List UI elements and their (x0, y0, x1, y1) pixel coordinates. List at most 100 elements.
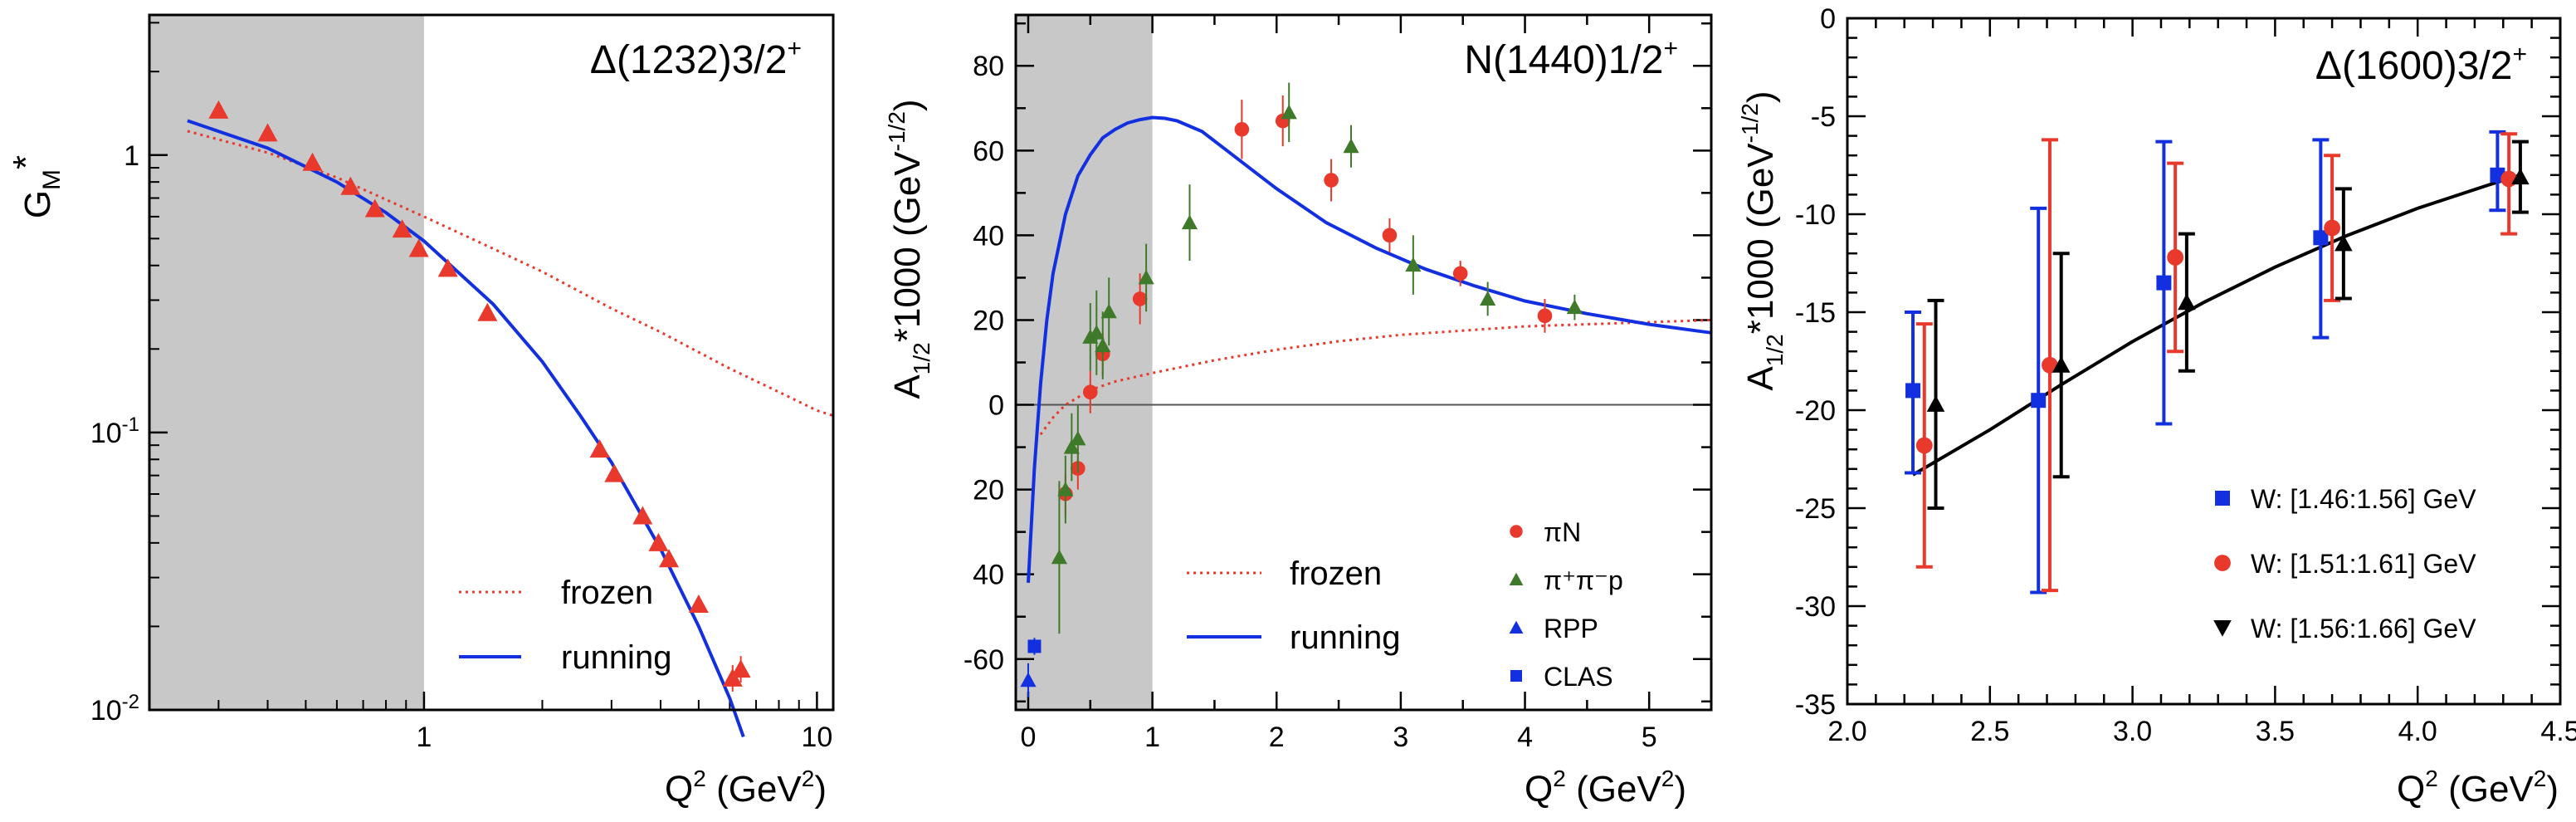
data-point (659, 549, 680, 568)
x-tick-label: 1 (416, 722, 432, 753)
plot-frame (1846, 17, 2562, 706)
data-point (1070, 430, 1086, 446)
x-axis-label: Q2 (GeV2) (1525, 766, 1686, 810)
data-point (340, 176, 361, 195)
data-point (1537, 308, 1553, 324)
x-tick-label: 2 (1269, 722, 1285, 753)
data-point (2313, 230, 2329, 246)
data-point (2052, 355, 2071, 373)
x-tick-label: 5 (1642, 722, 1657, 753)
y-tick-label: -10 (1795, 199, 1836, 231)
y-tick-label: 10-2 (90, 691, 139, 727)
data-point (2031, 393, 2047, 409)
y-tick-label: 20 (973, 305, 1004, 336)
x-tick-label: 1 (1144, 722, 1160, 753)
data-point (2334, 234, 2353, 252)
data-point (477, 302, 498, 321)
data-point (1405, 257, 1422, 272)
y-tick-label: -20 (1795, 395, 1836, 427)
y-axis-label: A1/2*1000 (GeV-1/2) (1737, 91, 1788, 390)
data-point (1132, 291, 1148, 306)
data-point (1452, 266, 1468, 281)
legend-label: W: [1.51:1.61] GeV (2251, 549, 2476, 579)
data-point (1057, 482, 1074, 497)
y-tick-label: -5 (1811, 101, 1836, 133)
y-tick-label: 0 (1820, 3, 1836, 35)
data-point (632, 506, 653, 525)
data-point (604, 463, 625, 482)
plot-frame (1014, 13, 1713, 712)
panel-delta1232: 1 10 10-2 10-1 1 Δ(1232)3/2+ frozen running Q2 (… (6, 13, 835, 810)
data-point (1027, 639, 1042, 653)
y-tick-label: -30 (1795, 591, 1836, 623)
legend-label: π⁺π⁻p (1544, 565, 1623, 595)
data-point (1181, 214, 1198, 230)
data-point (1082, 384, 1098, 400)
data-point (589, 439, 610, 458)
data-point (2324, 219, 2341, 237)
data-point (2511, 168, 2530, 185)
legend-marker (2214, 555, 2231, 571)
data-point (2156, 275, 2172, 291)
y-tick-label: -35 (1795, 689, 1836, 721)
panel-delta1600: 2.0 2.5 3.0 3.5 4.0 4.5 0 -5 -10 -15 -20 -25 -30 -35 Δ… (1737, 3, 2576, 810)
legend-marker (1510, 525, 1523, 538)
running-curve (187, 119, 745, 738)
data-point (730, 659, 751, 678)
data-point (1234, 121, 1250, 137)
y-tick-label: 0 (988, 390, 1004, 422)
data-point (1281, 104, 1297, 120)
legend-label: frozen (561, 575, 653, 611)
panel-title: Δ(1232)3/2+ (590, 35, 802, 82)
data-point (1905, 383, 1921, 399)
legend-label: W: [1.46:1.56] GeV (2251, 484, 2476, 514)
legend-label: RPP (1544, 614, 1598, 643)
data-point (208, 100, 229, 119)
data-point (392, 219, 412, 238)
y-axis-label: GM* (6, 155, 66, 218)
data-point (2167, 249, 2184, 266)
data-point (1566, 299, 1583, 315)
data-point (302, 152, 323, 171)
data-point (1020, 672, 1037, 687)
legend-marker (2215, 491, 2230, 506)
shaded-region (1016, 15, 1153, 710)
legend-label: frozen (1290, 555, 1382, 592)
panel-title: N(1440)1/2+ (1464, 35, 1678, 82)
x-tick-label: 2.0 (1827, 716, 1866, 747)
shaded-region (149, 15, 424, 710)
y-tick-label: 60 (973, 135, 1004, 167)
data-point (408, 238, 429, 257)
y-tick-label: 80 (973, 51, 1004, 82)
x-tick-label: 10 (801, 722, 832, 753)
x-axis-label: Q2 (GeV2) (665, 766, 827, 810)
data-point (1095, 337, 1111, 353)
data-point (648, 532, 669, 551)
x-tick-label: 3.0 (2113, 716, 2152, 747)
panel-n1440: 0 1 2 3 4 5 80 60 40 20 0 20 40 -60 N(1440)1/2+ frozen r… (884, 13, 1713, 810)
legend-marker (1510, 670, 1522, 682)
data-point (1138, 269, 1154, 285)
y-tick-label: 1 (124, 140, 139, 172)
data-point (1343, 138, 1359, 154)
y-tick-label: -15 (1795, 297, 1836, 329)
data-point (1100, 303, 1117, 319)
panel-title: Δ(1600)3/2+ (2315, 41, 2527, 88)
data-point (364, 198, 385, 218)
data-point (437, 258, 458, 277)
data-point (1480, 291, 1496, 306)
legend-label: W: [1.56:1.66] GeV (2251, 614, 2476, 643)
y-axis-label: A1/2*1000 (GeV-1/2) (884, 99, 934, 399)
y-tick-label: 40 (973, 560, 1004, 591)
x-tick-label: 3.5 (2256, 716, 2295, 747)
fit-curve (1911, 173, 2521, 477)
y-tick-label: 40 (973, 220, 1004, 252)
data-point (1063, 438, 1080, 454)
legend-label: CLAS (1544, 662, 1613, 692)
x-tick-label: 4.0 (2398, 716, 2437, 747)
legend-marker (1509, 620, 1524, 634)
y-tick-label: -60 (964, 644, 1004, 676)
plot-frame (148, 13, 835, 712)
legend-label: πN (1544, 517, 1581, 547)
